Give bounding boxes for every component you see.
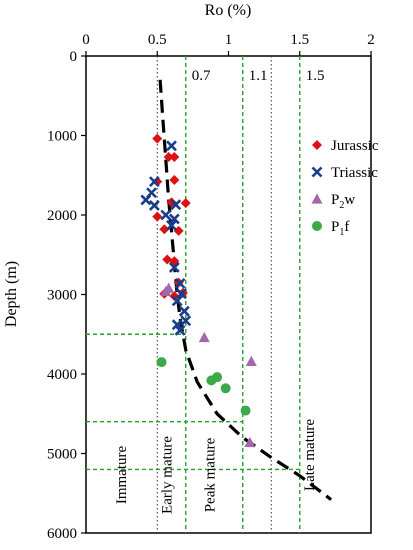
y-tick-label-1: 1000 xyxy=(47,129,77,145)
point-p1f-2 xyxy=(212,372,223,383)
point-triassic-12-stroke-b xyxy=(171,295,183,307)
point-triassic-16 xyxy=(174,324,186,336)
point-jurassic-6 xyxy=(180,198,191,209)
legend-text-main: P xyxy=(331,219,339,235)
legend-text-subscript: 2 xyxy=(339,200,344,211)
point-p2w-2 xyxy=(198,331,210,343)
reference-line-labels: 0.7 1.1 1.5 xyxy=(192,68,325,84)
point-p2w-1 xyxy=(160,285,172,296)
point-jurassic-4 xyxy=(169,175,180,186)
zone-label-3: Late mature xyxy=(302,419,318,491)
point-p2w-4 xyxy=(244,436,256,448)
trend-polyline xyxy=(158,79,333,501)
point-jurassic-7 xyxy=(152,211,163,222)
point-triassic-13-stroke-b xyxy=(178,305,190,317)
legend-text-main: P xyxy=(331,192,339,208)
point-triassic-7 xyxy=(168,213,180,225)
y-tick-label-4: 4000 xyxy=(47,367,77,383)
axes: 0 0.5 1 1.5 2 0 1000 2000 3000 4000 5000 6000 xyxy=(47,32,375,542)
point-p1f-4 xyxy=(240,405,251,416)
legend-label-p1f: P1f xyxy=(331,219,349,238)
y-tick-label-0: 0 xyxy=(70,49,78,65)
point-triassic-10-stroke-b xyxy=(174,277,186,289)
x-axis-title: Ro (%) xyxy=(205,2,252,19)
zone-label-0: Immature xyxy=(114,446,130,505)
y-tick-label-3: 3000 xyxy=(47,288,77,304)
legend-marker-jurassic xyxy=(312,140,322,150)
point-triassic-1 xyxy=(148,176,160,188)
point-triassic-0 xyxy=(166,140,177,152)
point-jurassic-0 xyxy=(152,133,163,144)
legend-label-p2w: P2w xyxy=(331,192,355,211)
legend-marker-p2w xyxy=(311,193,323,204)
point-triassic-9 xyxy=(168,262,180,273)
point-jurassic-3 xyxy=(152,176,163,187)
legend-marker-triassic-stroke-b xyxy=(311,166,323,178)
legend-marker-p1f xyxy=(312,221,322,231)
legend-marker-triassic xyxy=(311,166,323,178)
y-tick-label-6: 6000 xyxy=(47,526,77,542)
maturity-zone-labels: Immature Early mature Peak mature Late matu… xyxy=(114,419,318,514)
y-tick-label-5: 5000 xyxy=(47,447,77,463)
point-triassic-3-stroke-b xyxy=(140,194,152,206)
legend-text-tail: w xyxy=(344,192,355,208)
point-triassic-4 xyxy=(148,200,160,211)
point-jurassic-10 xyxy=(162,254,173,265)
point-p1f-0 xyxy=(156,357,167,368)
data-points xyxy=(140,133,257,448)
point-p2w-3 xyxy=(245,355,257,366)
point-jurassic-1 xyxy=(163,151,174,162)
zone-label-1: Early mature xyxy=(160,436,176,514)
legend-label-jurassic: Jurassic xyxy=(331,138,379,154)
point-triassic-4-stroke-b xyxy=(148,200,160,211)
point-triassic-11 xyxy=(176,288,187,300)
x-tick-label-4: 2 xyxy=(367,32,375,48)
point-triassic-15 xyxy=(171,319,183,331)
point-triassic-5 xyxy=(160,209,172,221)
point-jurassic-2 xyxy=(169,151,180,162)
point-triassic-6 xyxy=(170,199,182,211)
point-triassic-12 xyxy=(171,295,183,307)
point-triassic-14 xyxy=(180,315,192,327)
reference-label-2: 1.1 xyxy=(249,68,268,84)
point-triassic-3 xyxy=(140,194,152,206)
point-triassic-6-stroke-b xyxy=(170,199,182,211)
x-tick-label-0: 0 xyxy=(82,32,90,48)
point-jurassic-14 xyxy=(169,291,180,302)
point-triassic-8 xyxy=(166,219,177,231)
point-triassic-15-stroke-b xyxy=(171,319,183,331)
point-triassic-10 xyxy=(174,277,186,289)
point-triassic-1-stroke-b xyxy=(148,176,160,188)
point-triassic-9-stroke-b xyxy=(168,262,180,273)
point-p1f-3 xyxy=(220,383,231,394)
point-triassic-7-stroke-b xyxy=(168,213,180,225)
legend-text-subscript: 1 xyxy=(339,227,344,238)
y-tick-label-2: 2000 xyxy=(47,208,77,224)
zone-label-2: Peak mature xyxy=(202,437,218,512)
legend-label-triassic: Triassic xyxy=(331,165,378,181)
reference-label-1: 0.7 xyxy=(192,68,211,84)
point-triassic-13 xyxy=(178,305,190,317)
x-tick-label-2: 1 xyxy=(225,32,233,48)
point-triassic-5-stroke-b xyxy=(160,209,172,221)
point-triassic-16-stroke-b xyxy=(174,324,186,336)
trend-line xyxy=(158,79,333,501)
point-jurassic-8 xyxy=(159,224,170,235)
reference-label-4: 1.5 xyxy=(306,68,325,84)
point-triassic-0-stroke-b xyxy=(166,140,177,152)
x-tick-label-1: 0.5 xyxy=(148,32,167,48)
point-triassic-11-stroke-b xyxy=(176,288,187,300)
depth-threshold-lines xyxy=(86,333,300,471)
x-tick-label-3: 1.5 xyxy=(290,32,309,48)
y-axis-title: Depth (m) xyxy=(3,261,20,327)
point-triassic-8-stroke-b xyxy=(166,219,177,231)
legend-text-tail: f xyxy=(344,219,349,235)
point-triassic-14-stroke-b xyxy=(180,315,192,327)
